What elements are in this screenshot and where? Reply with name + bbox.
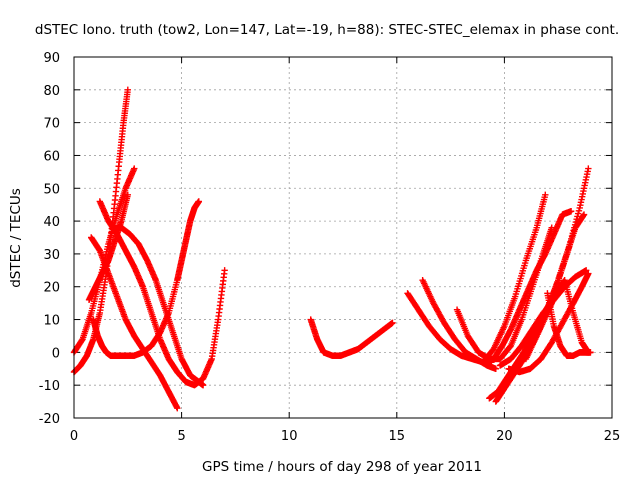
series-19 [544, 290, 594, 359]
y-tick-label: 10 [43, 314, 60, 329]
x-tick-label: 0 [70, 429, 78, 444]
data-point [389, 319, 396, 327]
data-point [492, 365, 499, 372]
data-point [567, 208, 575, 215]
plot-frame [73, 56, 613, 419]
y-tick-label: 90 [43, 51, 60, 66]
x-tick-label: 10 [281, 429, 298, 444]
x-tick-label: 25 [604, 429, 621, 444]
data-point [582, 267, 590, 274]
x-tick-label: 15 [389, 429, 406, 444]
data-point [199, 381, 207, 389]
y-tick-label: 20 [43, 281, 60, 296]
series-7 [109, 224, 207, 389]
y-tick-label: 0 [52, 346, 60, 361]
y-tick-label: 80 [43, 84, 60, 99]
data-points [70, 86, 594, 412]
series-15 [490, 208, 575, 363]
y-tick-label: 30 [43, 248, 60, 263]
x-axis-label: GPS time / hours of day 298 of year 2011 [202, 459, 482, 475]
y-tick-label: 40 [43, 215, 60, 230]
data-point [174, 404, 181, 412]
series-17 [505, 270, 592, 376]
series-6 [90, 198, 203, 359]
data-point [124, 86, 131, 94]
series-5 [96, 198, 228, 389]
y-tick-label: 60 [43, 149, 60, 164]
x-tick-label: 5 [177, 429, 185, 444]
y-tick-label: -20 [39, 412, 60, 427]
x-tick-label: 20 [496, 429, 513, 444]
data-point [580, 211, 588, 218]
data-point [585, 270, 592, 277]
data-point [124, 191, 131, 199]
series-11 [453, 224, 555, 363]
data-point [195, 198, 203, 205]
series-4 [88, 234, 181, 412]
y-tick-label: 70 [43, 117, 60, 132]
y-tick-label: 50 [43, 182, 60, 197]
series-8 [307, 316, 396, 359]
data-point [587, 349, 594, 356]
data-point [221, 267, 228, 274]
y-tick-label: -10 [39, 379, 60, 394]
data-point [585, 165, 592, 172]
y-axis-label: dSTEC / TECUs [8, 188, 24, 288]
series-12 [479, 191, 549, 366]
data-point [542, 191, 549, 199]
data-point [131, 165, 138, 172]
ticks: 0 5 10 15 20 25 -20 -10 0 10 20 30 40 50 60 70 80 90 [39, 51, 621, 444]
chart-title: dSTEC Iono. truth (tow2, Lon=147, Lat=-1… [35, 22, 619, 38]
